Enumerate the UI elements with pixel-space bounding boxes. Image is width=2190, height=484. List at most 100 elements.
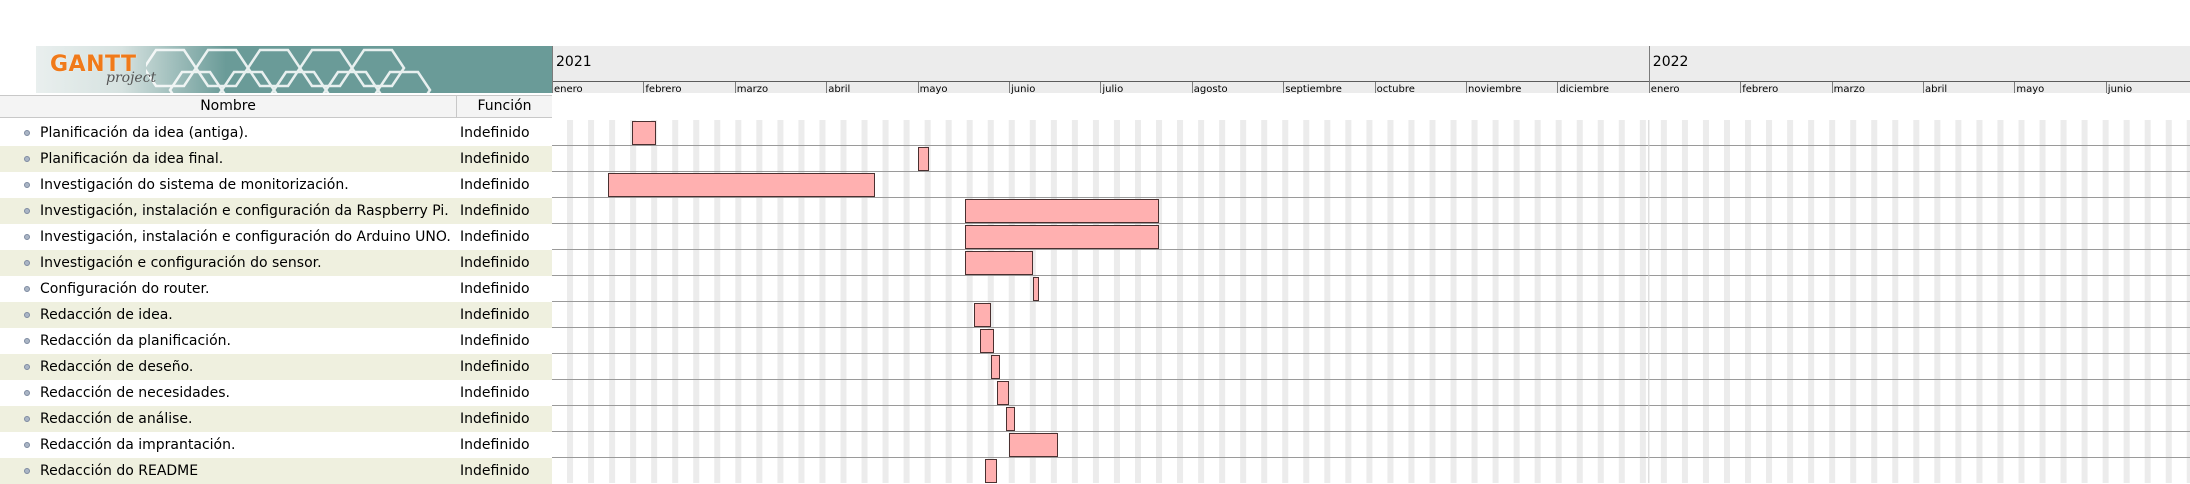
task-bullet-icon xyxy=(24,338,30,344)
task-name[interactable]: Redacción da imprantación. xyxy=(40,437,236,453)
month-label: noviembre xyxy=(1468,84,1522,95)
task-table-header: Nombre Función xyxy=(0,95,552,118)
task-bullet-icon xyxy=(24,312,30,318)
month-divider xyxy=(826,82,828,93)
task-row[interactable]: Redacción de necesidades. Indefinido xyxy=(0,380,552,406)
month-label: junio xyxy=(1011,84,1036,95)
month-divider xyxy=(1648,82,1650,93)
task-row[interactable]: Planificación da idea final. Indefinido xyxy=(0,146,552,172)
month-label: julio xyxy=(1102,84,1124,95)
task-bar[interactable] xyxy=(608,173,875,197)
task-row[interactable]: Investigación e configuración do sensor.… xyxy=(0,250,552,276)
task-bullet-icon xyxy=(24,364,30,370)
task-bar[interactable] xyxy=(964,251,1034,275)
timeline-chart-area[interactable] xyxy=(552,120,2190,483)
month-divider xyxy=(643,82,645,93)
task-name[interactable]: Redacción de necesidades. xyxy=(40,385,230,401)
task-row[interactable]: Redacción da imprantación. Indefinido xyxy=(0,432,552,458)
task-role[interactable]: Indefinido xyxy=(460,411,530,427)
task-name[interactable]: Investigación do sistema de monitorizaci… xyxy=(40,177,349,193)
task-name[interactable]: Configuración do router. xyxy=(40,281,210,297)
task-name[interactable]: Redacción do README xyxy=(40,463,199,479)
task-bar[interactable] xyxy=(973,303,992,327)
month-label: abril xyxy=(828,84,851,95)
task-bar[interactable] xyxy=(979,329,995,353)
task-name[interactable]: Investigación, instalación e configuraci… xyxy=(40,229,451,245)
task-role[interactable]: Indefinido xyxy=(460,151,530,167)
honeycomb-decoration xyxy=(146,48,432,93)
task-row[interactable]: Redacción de análise. Indefinido xyxy=(0,406,552,432)
task-row[interactable]: Investigación, instalación e configuraci… xyxy=(0,224,552,250)
month-divider xyxy=(1923,82,1924,93)
month-divider xyxy=(1009,82,1010,93)
month-label: febrero xyxy=(645,84,682,95)
year-label: 2021 xyxy=(556,54,592,70)
month-label: marzo xyxy=(736,84,769,95)
task-name[interactable]: Planificación da idea (antiga). xyxy=(40,125,249,141)
task-role[interactable]: Indefinido xyxy=(460,281,530,297)
year-band xyxy=(552,46,2190,82)
month-divider xyxy=(1740,82,1742,93)
task-bar[interactable] xyxy=(997,381,1009,405)
task-row[interactable]: Investigación, instalación e configuraci… xyxy=(0,198,552,224)
month-divider xyxy=(1466,82,1467,93)
month-divider xyxy=(734,82,736,93)
task-list: Planificación da idea (antiga). Indefinid… xyxy=(0,120,552,484)
task-bar[interactable] xyxy=(1009,433,1058,457)
task-name[interactable]: Redacción da planificación. xyxy=(40,333,231,349)
task-bar[interactable] xyxy=(985,459,998,483)
task-bullet-icon xyxy=(24,390,30,396)
task-role[interactable]: Indefinido xyxy=(460,203,530,219)
task-role[interactable]: Indefinido xyxy=(460,385,530,401)
task-name[interactable]: Investigación, instalación e configuraci… xyxy=(40,203,449,219)
task-row[interactable]: Planificación da idea (antiga). Indefinid… xyxy=(0,120,552,146)
task-row[interactable]: Redacción de idea. Indefinido xyxy=(0,302,552,328)
task-role[interactable]: Indefinido xyxy=(460,463,530,479)
column-header-name[interactable]: Nombre xyxy=(0,96,457,117)
year-label: 2022 xyxy=(1652,54,1689,70)
task-row[interactable]: Investigación do sistema de monitorizaci… xyxy=(0,172,552,198)
month-divider xyxy=(552,82,553,93)
task-bar[interactable] xyxy=(1033,277,1040,301)
timeline-header: 2021 2022 enero febrero marzo abril mayo junio j… xyxy=(552,46,2190,95)
task-role[interactable]: Indefinido xyxy=(460,255,530,271)
task-bar[interactable] xyxy=(964,199,1160,223)
task-bar[interactable] xyxy=(964,225,1160,249)
task-role[interactable]: Indefinido xyxy=(460,125,530,141)
task-role[interactable]: Indefinido xyxy=(460,437,530,453)
ganttproject-logo: GANTT project xyxy=(36,46,552,93)
task-bar[interactable] xyxy=(991,355,1001,379)
task-bullet-icon xyxy=(24,260,30,266)
month-divider xyxy=(1100,82,1102,93)
month-label: febrero xyxy=(1742,84,1779,95)
task-role[interactable]: Indefinido xyxy=(460,307,530,323)
month-label: enero xyxy=(554,84,583,95)
column-header-role[interactable]: Función xyxy=(477,98,532,114)
task-bar[interactable] xyxy=(631,121,657,145)
task-name[interactable]: Planificación da idea final. xyxy=(40,151,224,167)
month-divider xyxy=(1283,82,1285,93)
month-label: junio xyxy=(2107,84,2133,95)
task-row[interactable]: Configuración do router. Indefinido xyxy=(0,276,552,302)
task-row[interactable]: Redacción de deseño. Indefinido xyxy=(0,354,552,380)
task-name[interactable]: Redacción de idea. xyxy=(40,307,173,323)
task-bullet-icon xyxy=(24,234,30,240)
task-row[interactable]: Redacción da planificación. Indefinido xyxy=(0,328,552,354)
task-name[interactable]: Redacción de análise. xyxy=(40,411,193,427)
month-label: agosto xyxy=(1193,84,1228,95)
month-divider xyxy=(1374,82,1376,93)
year-divider xyxy=(552,46,553,93)
task-name[interactable]: Redacción de deseño. xyxy=(40,359,194,375)
task-name[interactable]: Investigación e configuración do sensor. xyxy=(40,255,322,271)
task-bar[interactable] xyxy=(1006,407,1016,431)
task-row[interactable]: Redacción do README Indefinido xyxy=(0,458,552,484)
task-bar[interactable] xyxy=(917,147,930,171)
task-bullet-icon xyxy=(24,442,30,448)
task-role[interactable]: Indefinido xyxy=(460,359,530,375)
task-role[interactable]: Indefinido xyxy=(460,177,530,193)
task-role[interactable]: Indefinido xyxy=(460,333,530,349)
timeline-grid xyxy=(552,120,2190,483)
task-role[interactable]: Indefinido xyxy=(460,229,530,245)
month-label: enero xyxy=(1650,84,1680,95)
